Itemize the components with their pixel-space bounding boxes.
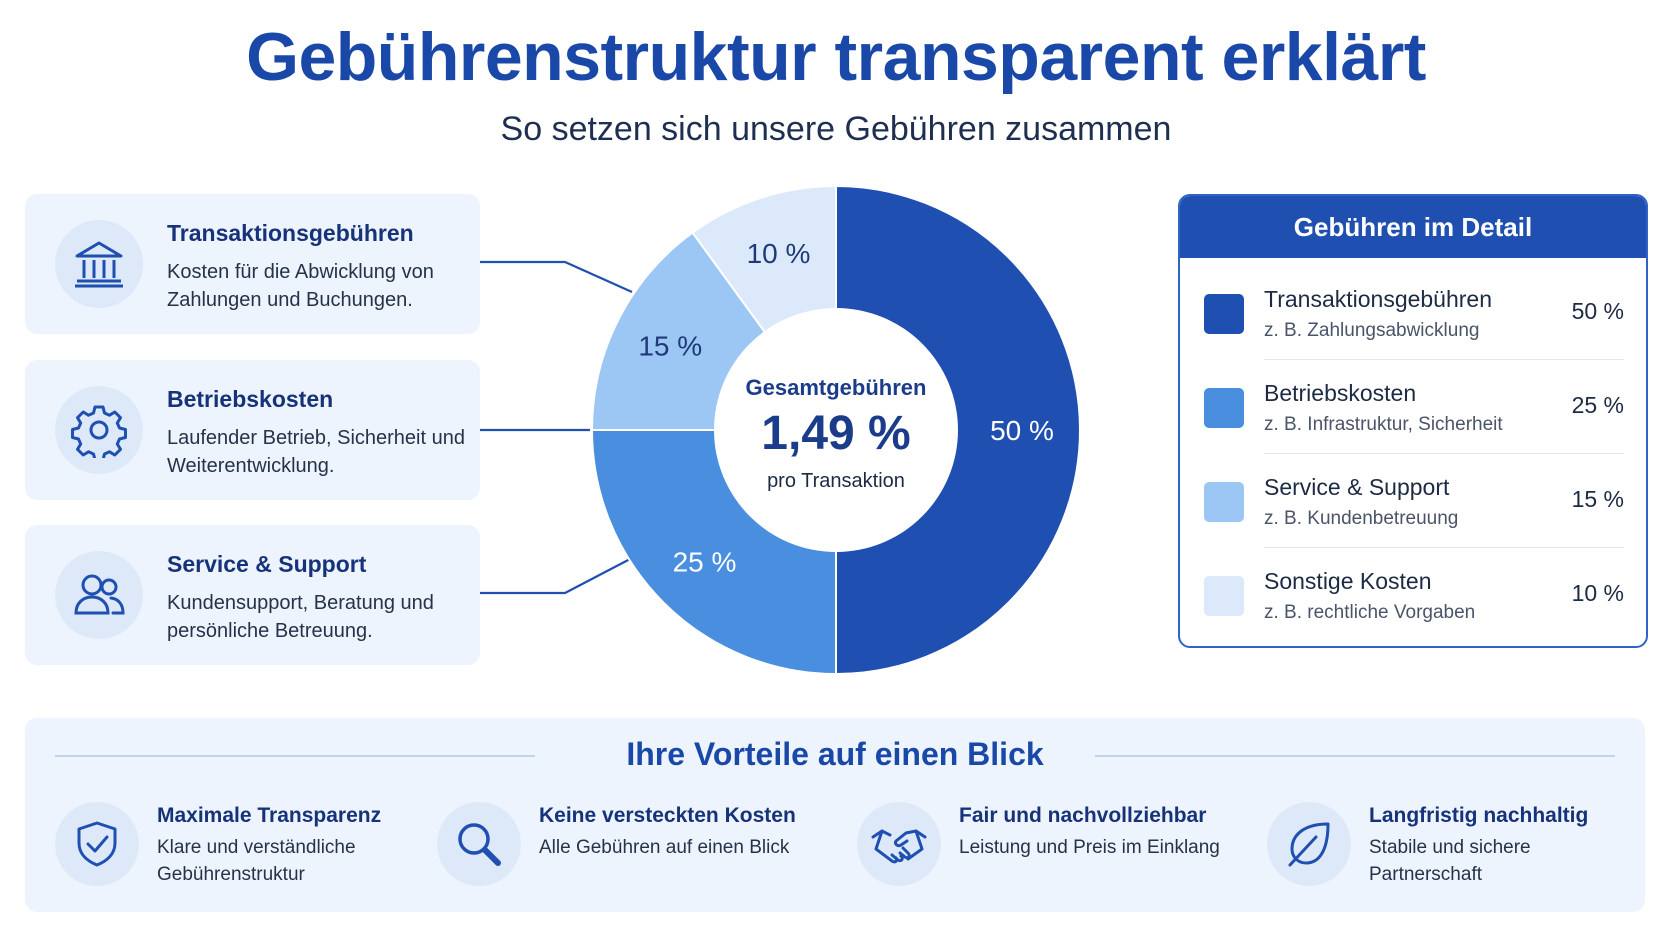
page-subtitle: So setzen sich unsere Gebühren zusammen: [500, 110, 1172, 148]
legend-name: Betriebskosten: [1264, 380, 1417, 406]
center-title: Gesamtgebühren: [745, 375, 927, 400]
card-description: Kundensupport, Beratung und persönliche …: [167, 592, 434, 642]
benefit-description: Alle Gebühren auf einen Blick: [539, 837, 790, 858]
benefit-title: Maximale Transparenz: [157, 804, 382, 827]
card-description: Kosten für die Abwicklung von Zahlungen …: [167, 261, 434, 311]
benefit-title: Keine versteckten Kosten: [539, 804, 796, 827]
legend-swatch: [1204, 388, 1244, 428]
legend-swatch: [1204, 482, 1244, 522]
legend-row-betriebskosten: Betriebskosten z. B. Infrastruktur, Sich…: [1204, 362, 1624, 456]
connector-lines: [480, 260, 633, 595]
legend-example: z. B. Infrastruktur, Sicherheit: [1264, 414, 1503, 435]
legend-divider: [1264, 359, 1624, 360]
legend-row-transaktionsgebuehren: Transaktionsgebühren z. B. Zahlungsabwic…: [1204, 268, 1624, 362]
legend-divider: [1264, 547, 1624, 548]
connector-line-1: [480, 260, 633, 294]
magnifier-icon: [437, 802, 521, 886]
center-value: 1,49 %: [761, 407, 911, 460]
legend-value: 50 %: [1571, 298, 1624, 324]
card-service-support: Service & Support Kundensupport, Beratun…: [25, 525, 480, 665]
pie-slice-label-1: 50 %: [990, 415, 1054, 446]
legend-name: Service & Support: [1264, 474, 1450, 500]
users-icon: [55, 551, 143, 639]
benefit-description: Klare und verständliche Gebührenstruktur: [157, 837, 356, 885]
legend-example: z. B. Kundenbetreuung: [1264, 508, 1459, 529]
legend-name: Sonstige Kosten: [1264, 568, 1432, 594]
legend-example: z. B. rechtliche Vorgaben: [1264, 602, 1476, 623]
detail-legend-panel: Gebühren im Detail Transaktionsgebühren …: [1178, 194, 1648, 648]
pie-slice-label-2: 25 %: [673, 547, 737, 578]
legend-swatch: [1204, 576, 1244, 616]
benefit-title: Langfristig nachhaltig: [1369, 804, 1589, 827]
legend-row-service-support: Service & Support z. B. Kundenbetreuung …: [1204, 456, 1624, 550]
card-title: Betriebskosten: [167, 386, 334, 412]
pie-slice-2: [590, 429, 837, 676]
benefits-divider-left: [55, 755, 535, 757]
connector-line-3: [480, 557, 633, 595]
benefit-description: Leistung und Preis im Einklang: [959, 837, 1220, 858]
page-title: Gebührenstruktur transparent erklärt: [246, 19, 1426, 95]
card-title: Service & Support: [167, 551, 367, 577]
legend-divider: [1264, 453, 1624, 454]
detail-title: Gebühren im Detail: [1180, 196, 1646, 258]
legend-example: z. B. Zahlungsabwicklung: [1264, 320, 1480, 341]
gear-icon: [55, 386, 143, 474]
legend-swatch: [1204, 294, 1244, 334]
leaf-icon: [1267, 802, 1351, 886]
legend-row-sonstige-kosten: Sonstige Kosten z. B. rechtliche Vorgabe…: [1204, 550, 1624, 644]
pie-slice-label-4: 10 %: [747, 238, 811, 269]
card-description: Laufender Betrieb, Sicherheit und Weiter…: [167, 427, 465, 477]
legend-name: Transaktionsgebühren: [1264, 286, 1493, 312]
benefits-divider-right: [1095, 755, 1615, 757]
benefits-section: Ihre Vorteile auf einen Blick Maximale T…: [25, 718, 1645, 912]
shield-check-icon: [55, 802, 139, 886]
bank-icon: [55, 220, 143, 308]
benefit-title: Fair und nachvollziehbar: [959, 804, 1207, 827]
legend-value: 25 %: [1571, 392, 1624, 418]
legend-value: 10 %: [1571, 580, 1624, 606]
legend-value: 15 %: [1571, 486, 1624, 512]
handshake-icon: [857, 802, 941, 886]
pie-slice-label-3: 15 %: [638, 331, 702, 362]
center-subtitle: pro Transaktion: [767, 470, 905, 492]
card-transaktionsgebuehren: Transaktionsgebühren Kosten für die Abwi…: [25, 194, 480, 334]
card-title: Transaktionsgebühren: [167, 220, 414, 246]
card-betriebskosten: Betriebskosten Laufender Betrieb, Sicher…: [25, 360, 480, 500]
benefits-title: Ihre Vorteile auf einen Blick: [626, 736, 1044, 772]
benefit-description: Stabile und sichere Partnerschaft: [1369, 837, 1531, 885]
